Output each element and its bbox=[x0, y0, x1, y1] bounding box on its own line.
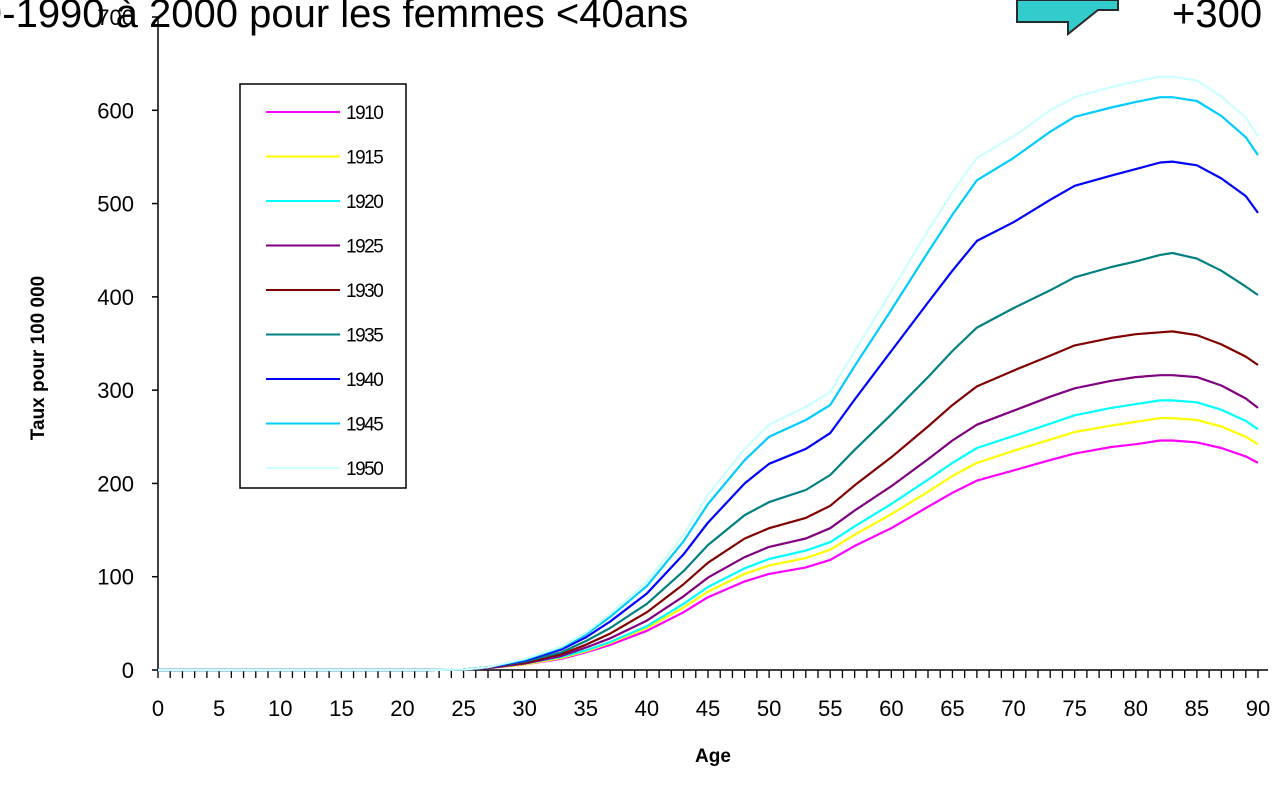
y-tick-label: 600 bbox=[97, 98, 134, 123]
x-tick-label: 35 bbox=[574, 696, 598, 721]
x-tick-label: 25 bbox=[451, 696, 475, 721]
series-line-1940 bbox=[158, 160, 1259, 672]
legend-label: 1930 bbox=[346, 281, 383, 302]
x-tick-label: 40 bbox=[635, 696, 659, 721]
x-tick-label: 75 bbox=[1062, 696, 1086, 721]
header-title-left: 9-1990 à 2000 pour les femmes <40ans bbox=[0, 0, 688, 36]
series-line-1935 bbox=[158, 251, 1259, 672]
series-lines bbox=[158, 75, 1259, 672]
legend-label: 1915 bbox=[346, 148, 383, 169]
y-tick-label: 500 bbox=[97, 192, 134, 217]
x-tick-label: 80 bbox=[1124, 696, 1148, 721]
series-line-1930 bbox=[158, 330, 1259, 672]
x-tick-label: 55 bbox=[818, 696, 842, 721]
y-axis-label: Taux pour 100 000 bbox=[28, 276, 49, 440]
x-tick-label: 50 bbox=[757, 696, 781, 721]
legend-label: 1950 bbox=[346, 459, 383, 480]
axis-ticks: 0 100 200 300 400 500 600 700 0 5 10 15 20 25 30 35 40 45… bbox=[97, 5, 1270, 721]
y-tick-label: 0 bbox=[122, 658, 134, 683]
x-tick-label: 45 bbox=[696, 696, 720, 721]
x-tick-label: 30 bbox=[512, 696, 536, 721]
callout-arrow-icon bbox=[1016, 0, 1119, 37]
x-tick-label: 15 bbox=[329, 696, 353, 721]
legend-label: 1940 bbox=[346, 370, 383, 391]
x-tick-label: 70 bbox=[1001, 696, 1025, 721]
x-tick-label: 20 bbox=[390, 696, 414, 721]
x-tick-label: 0 bbox=[152, 696, 164, 721]
y-tick-label: 700 bbox=[97, 5, 134, 30]
series-line-1950 bbox=[158, 75, 1259, 672]
x-tick-label: 85 bbox=[1185, 696, 1209, 721]
x-tick-label: 60 bbox=[879, 696, 903, 721]
x-axis-label: Age bbox=[695, 746, 731, 767]
header-title-right: +300 bbox=[1172, 0, 1262, 36]
legend-label: 1945 bbox=[346, 415, 383, 436]
y-tick-label: 400 bbox=[97, 285, 134, 310]
legend-label: 1935 bbox=[346, 326, 383, 347]
x-tick-label: 90 bbox=[1246, 696, 1270, 721]
y-tick-label: 200 bbox=[97, 471, 134, 496]
x-tick-label: 65 bbox=[940, 696, 964, 721]
legend-box bbox=[239, 83, 407, 489]
x-tick-label: 10 bbox=[268, 696, 292, 721]
legend-label: 1920 bbox=[346, 192, 383, 213]
y-tick-label: 300 bbox=[97, 378, 134, 403]
x-tick-label: 5 bbox=[213, 696, 225, 721]
y-tick-label: 100 bbox=[97, 565, 134, 590]
legend-label: 1925 bbox=[346, 237, 383, 258]
legend-label: 1910 bbox=[346, 103, 383, 124]
series-line-1925 bbox=[158, 374, 1259, 672]
legend: 1910 1915 1920 1925 1930 1935 1940 1945 1950 bbox=[239, 83, 407, 489]
